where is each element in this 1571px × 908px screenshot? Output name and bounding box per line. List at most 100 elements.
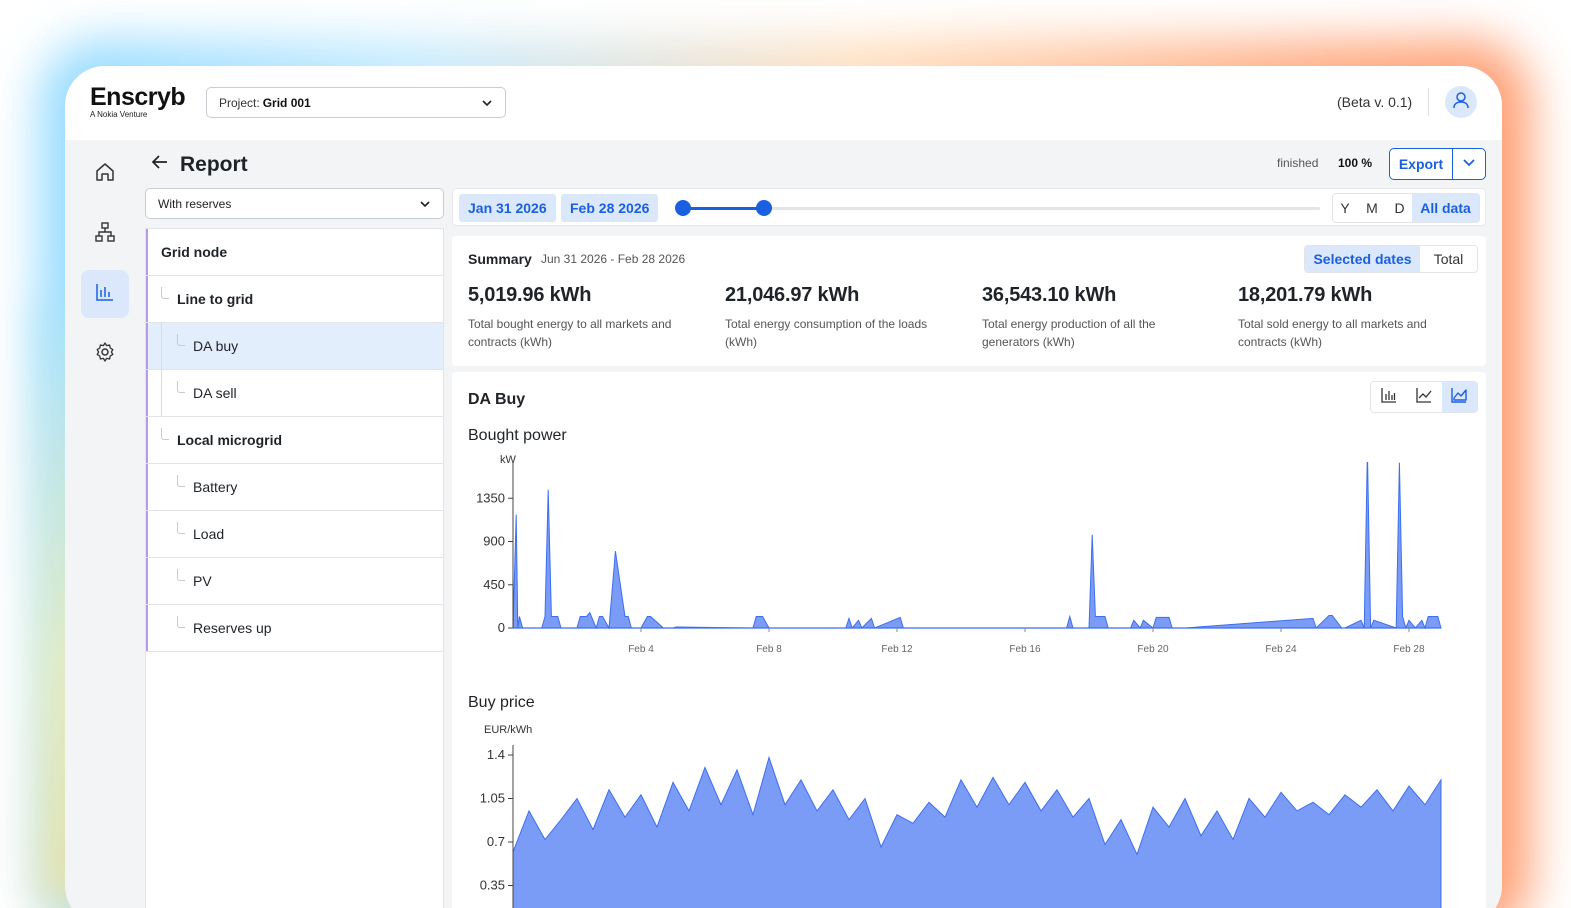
range-selector: Y M D All data (1332, 193, 1480, 223)
line-chart-type-button[interactable] (1406, 382, 1441, 412)
chevron-down-icon (417, 196, 433, 215)
bar-chart-icon (1380, 386, 1398, 409)
kpi-description: Total bought energy to all markets and c… (468, 317, 672, 349)
tree-item-reserves-up[interactable]: Reserves up (146, 605, 443, 652)
tree-item-da-buy[interactable]: DA buy (146, 323, 443, 370)
kpi-description: Total energy production of all the gener… (982, 317, 1156, 349)
x-tick-label: Feb 28 (1393, 644, 1425, 655)
tree-connector (177, 616, 185, 628)
user-profile-button[interactable] (1445, 86, 1477, 118)
export-button-group: Export (1389, 148, 1486, 180)
date-slider-end-handle[interactable] (756, 200, 772, 216)
tree-item-battery[interactable]: Battery (146, 464, 443, 511)
bar-chart-icon (94, 281, 116, 308)
buy-price-chart[interactable]: 1.4 1.05 0.7 0.35 (452, 732, 1486, 908)
selected-dates-button[interactable]: Selected dates (1305, 246, 1420, 272)
logo-subtitle: A Nokia Venture (90, 110, 148, 119)
range-day-button[interactable]: D (1394, 200, 1405, 216)
kpi-description: Total sold energy to all markets and con… (1238, 317, 1427, 349)
line-chart-icon (1415, 386, 1433, 409)
x-tick-label: Feb 24 (1265, 644, 1297, 655)
app-window: Enscryb A Nokia Venture Project: Grid 00… (65, 66, 1502, 908)
nav-home[interactable] (81, 150, 129, 198)
export-dropdown-button[interactable] (1453, 149, 1485, 179)
reserves-select[interactable]: With reserves (145, 188, 444, 219)
end-date-chip[interactable]: Feb 28 2026 (561, 194, 659, 222)
tree-item-load[interactable]: Load (146, 511, 443, 558)
x-tick-label: Feb 4 (628, 644, 654, 655)
x-tick-label: Feb 16 (1009, 644, 1041, 655)
tree-item-label: DA buy (193, 338, 239, 354)
divider (1428, 88, 1429, 116)
tree-connector (161, 287, 169, 299)
tree-connector (177, 569, 185, 581)
tree-item-label: DA sell (193, 385, 237, 401)
x-tick-label: Feb 20 (1137, 644, 1169, 655)
chart-card-title: DA Buy (468, 391, 526, 408)
home-icon (94, 161, 116, 188)
status-text: finished (1277, 156, 1319, 170)
y-tick-label: 450 (483, 577, 505, 592)
chart-type-selector (1370, 381, 1478, 413)
y-tick-label: 900 (483, 534, 505, 549)
project-label: Project: (219, 95, 260, 110)
x-tick-label: Feb 12 (881, 644, 913, 655)
tree-item-label: Battery (193, 479, 238, 495)
tree-item-local-microgrid[interactable]: Local microgrid (146, 417, 443, 464)
date-slider-track[interactable] (682, 207, 1320, 210)
area-series (512, 755, 1442, 908)
date-slider-start-handle[interactable] (675, 200, 691, 216)
report-header: Report (150, 152, 248, 177)
y-tick-label: 0 (498, 620, 505, 635)
tree-connector (177, 381, 185, 393)
tree-item-da-sell[interactable]: DA sell (146, 370, 443, 417)
export-button[interactable]: Export (1390, 149, 1453, 179)
nav-topology[interactable] (81, 210, 129, 258)
tree-connector (177, 475, 185, 487)
range-all-button[interactable]: All data (1412, 194, 1479, 222)
tree-item-label: Load (193, 526, 225, 542)
y-tick-label: 1.4 (487, 747, 505, 762)
nav-reports[interactable] (81, 270, 129, 318)
y-tick-label: 1.05 (480, 791, 505, 806)
summary-card: Summary Jun 31 2026 - Feb 28 2026 Select… (452, 236, 1486, 366)
tree-connector (177, 522, 185, 534)
start-date-chip[interactable]: Jan 31 2026 (459, 194, 556, 222)
tree-item-grid-node[interactable]: Grid node (146, 229, 443, 276)
tree-item-label: Reserves up (193, 620, 272, 636)
project-value: Grid 001 (262, 95, 311, 110)
tree-item-line-to-grid[interactable]: Line to grid (146, 276, 443, 323)
total-button[interactable]: Total (1433, 251, 1464, 267)
kpi-production: 36,543.10 kWh Total energy production of… (982, 284, 1212, 351)
date-slider-fill (682, 207, 763, 210)
reserves-value: With reserves (158, 196, 232, 211)
kpi-consumption: 21,046.97 kWh Total energy consumption o… (725, 284, 955, 351)
range-year-button[interactable]: Y (1340, 200, 1350, 216)
range-month-button[interactable]: M (1366, 200, 1378, 216)
tree-item-label: Local microgrid (177, 432, 283, 448)
chart-card: DA Buy Bought power kW 180013509004500Fe… (452, 372, 1486, 908)
logo[interactable]: Enscryb A Nokia Venture (90, 83, 186, 119)
summary-toggle: Selected dates Total (1304, 245, 1478, 273)
tree-item-label: Grid node (161, 244, 228, 260)
area-series (512, 462, 1442, 630)
network-icon (94, 221, 116, 248)
x-tick-label: Feb 8 (756, 644, 782, 655)
bar-chart-type-button[interactable] (1371, 382, 1406, 412)
tree-item-label: PV (193, 573, 212, 589)
logo-text: Enscryb (90, 83, 186, 111)
bought-power-unit: kW (500, 454, 516, 466)
kpi-value: 5,019.96 kWh (468, 284, 592, 306)
kpi-bought-energy: 5,019.96 kWh Total bought energy to all … (468, 284, 698, 351)
buy-price-unit: EUR/kWh (484, 724, 533, 736)
nav-settings[interactable] (81, 330, 129, 378)
left-nav (81, 150, 129, 390)
buy-price-title: Buy price (468, 694, 535, 711)
project-select[interactable]: Project: Grid 001 (206, 87, 506, 118)
tree-connector (161, 323, 162, 369)
tree-item-pv[interactable]: PV (146, 558, 443, 605)
back-arrow-icon[interactable] (150, 152, 170, 177)
area-chart-type-button[interactable] (1441, 382, 1477, 412)
kpi-description: Total energy consumption of the loads (k… (725, 317, 928, 349)
